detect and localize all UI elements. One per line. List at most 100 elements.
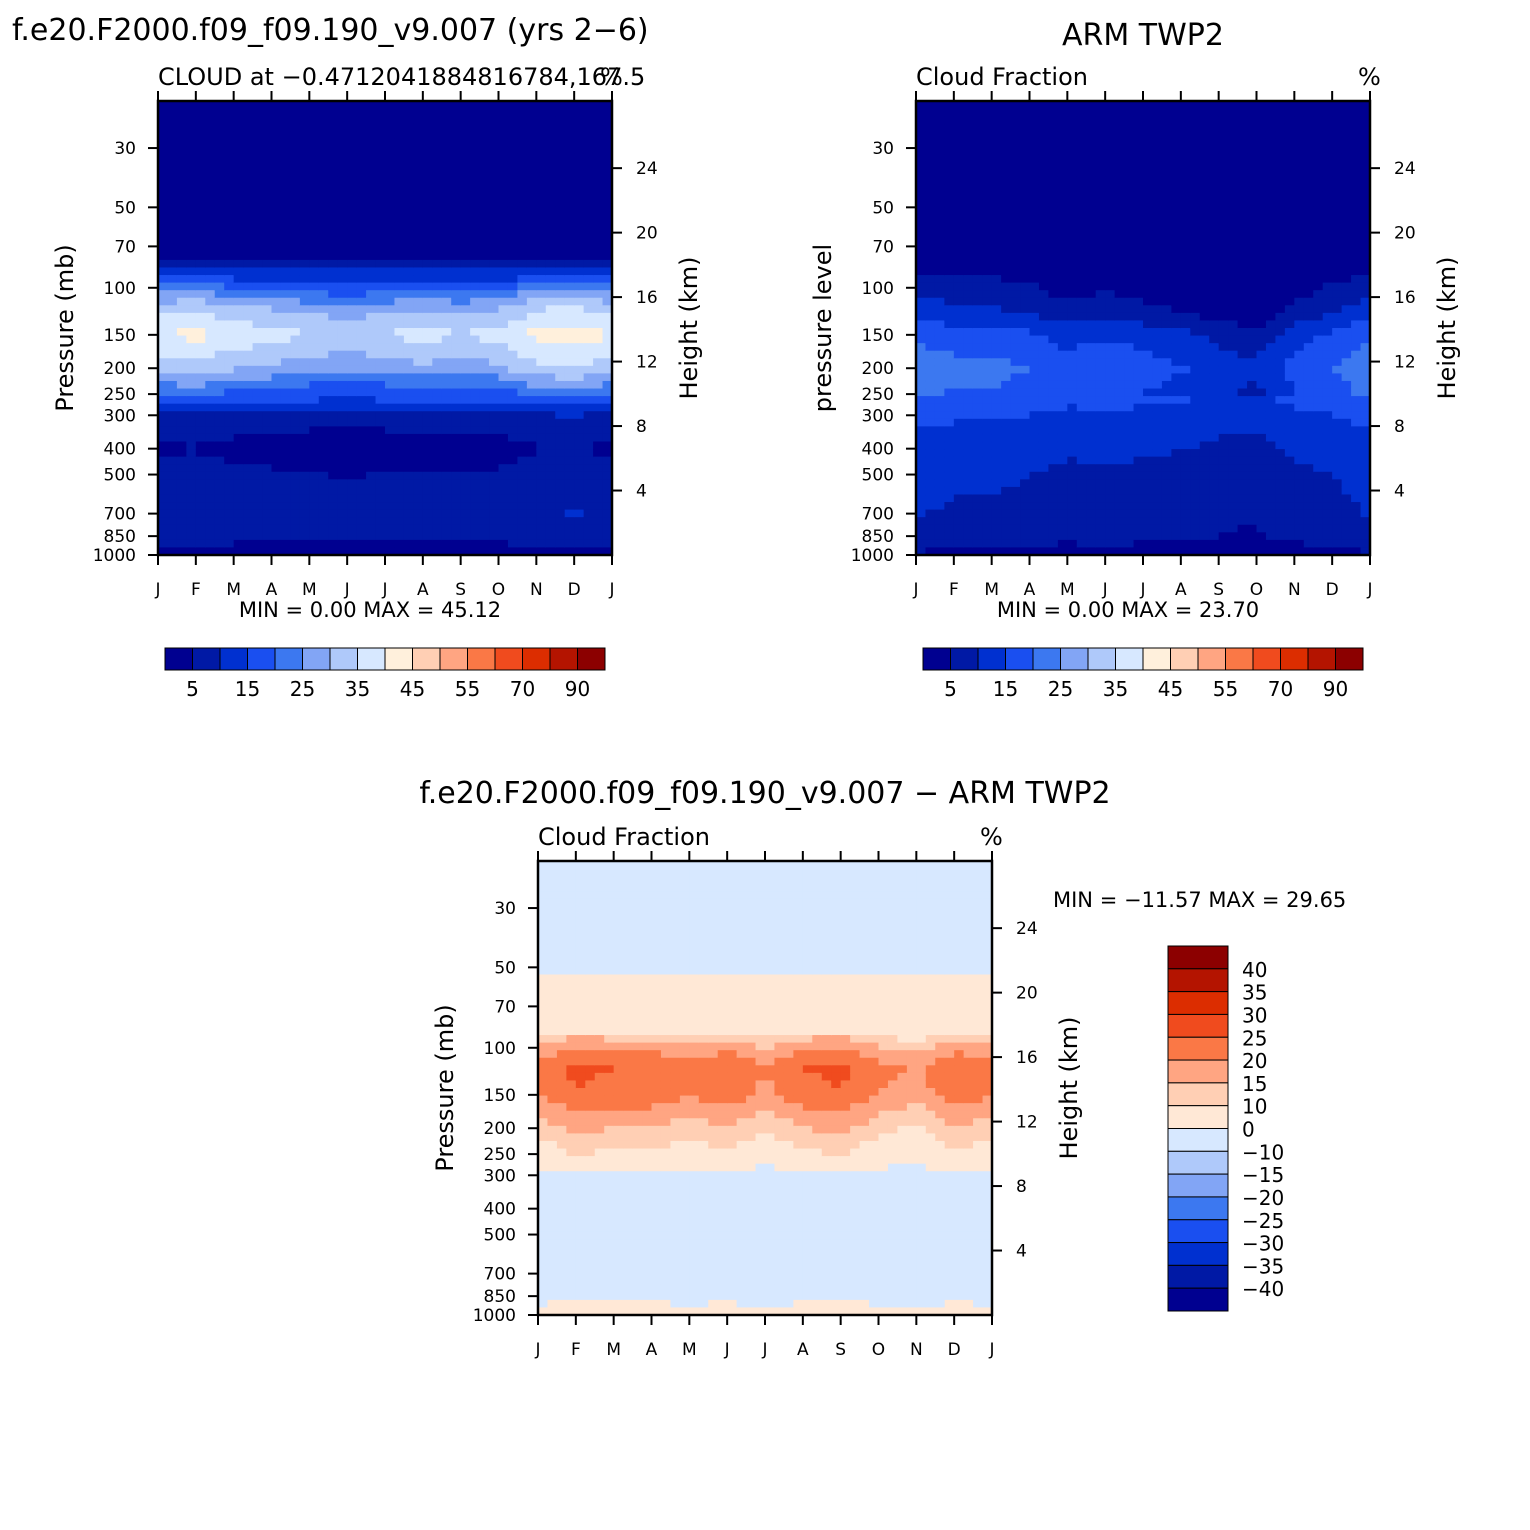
model-field-cell bbox=[347, 214, 358, 223]
obs-field-cell bbox=[1038, 411, 1050, 420]
obs-field-cell bbox=[1067, 343, 1078, 352]
model-field-cell bbox=[593, 547, 604, 556]
obs-field-cell bbox=[953, 184, 964, 193]
obs-field-cell bbox=[953, 365, 964, 374]
model-ytick-label: 500 bbox=[104, 466, 136, 486]
model-field-cell bbox=[470, 267, 481, 276]
model-field-cell bbox=[214, 456, 225, 465]
model-field-cell bbox=[451, 184, 462, 193]
obs-field-cell bbox=[1029, 123, 1040, 132]
model-field-cell bbox=[366, 524, 377, 533]
model-field-cell bbox=[489, 108, 500, 117]
model-field-cell bbox=[517, 449, 528, 458]
model-field-cell bbox=[214, 517, 225, 526]
model-field-cell bbox=[432, 282, 443, 291]
model-field-cell bbox=[233, 297, 244, 306]
model-field-cell bbox=[403, 138, 414, 147]
model-field-cell bbox=[422, 524, 433, 533]
obs-field-cell bbox=[916, 396, 927, 405]
model-field-cell bbox=[526, 486, 537, 496]
obs-field-cell bbox=[1048, 365, 1059, 374]
obs-field-cell bbox=[934, 259, 945, 269]
obs-field-cell bbox=[953, 433, 964, 443]
obs-field-cell bbox=[916, 237, 927, 246]
obs-field-cell bbox=[1180, 275, 1191, 284]
model-field-cell bbox=[422, 101, 433, 110]
model-field-cell bbox=[403, 101, 414, 110]
model-field-cell bbox=[422, 123, 433, 132]
model-field-cell bbox=[347, 282, 358, 291]
model-field-cell bbox=[309, 116, 320, 125]
obs-field-cell bbox=[1038, 471, 1050, 480]
model-field-cell bbox=[337, 358, 348, 367]
obs-field-cell bbox=[963, 441, 974, 450]
obs-field-cell bbox=[1038, 116, 1050, 125]
model-field-cell bbox=[489, 320, 500, 329]
obs-field-cell bbox=[916, 426, 927, 435]
model-field-cell bbox=[460, 509, 471, 518]
obs-field-cell bbox=[1086, 365, 1097, 374]
model-field-cell bbox=[375, 539, 386, 549]
model-field-cell bbox=[195, 305, 206, 314]
model-field-cell bbox=[347, 312, 358, 322]
model-field-cell bbox=[555, 358, 566, 367]
model-field-cell bbox=[545, 524, 556, 533]
obs-field-cell bbox=[1001, 532, 1012, 541]
model-field-cell bbox=[517, 252, 528, 261]
obs-field-cell bbox=[925, 108, 936, 117]
model-field-cell bbox=[432, 494, 443, 503]
obs-field-cell bbox=[1010, 532, 1021, 541]
obs-field-cell bbox=[944, 471, 955, 480]
model-field-cell bbox=[489, 191, 500, 200]
obs-field-cell bbox=[963, 161, 974, 170]
obs-field-cell bbox=[934, 441, 945, 450]
obs-field-cell bbox=[1001, 267, 1012, 276]
obs-field-cell bbox=[953, 101, 964, 110]
obs-field-cell bbox=[1020, 411, 1031, 420]
model-field-cell bbox=[574, 547, 585, 556]
obs-field-cell bbox=[1038, 343, 1050, 352]
model-ytick-label: 30 bbox=[114, 139, 136, 159]
model-field-cell bbox=[602, 479, 613, 488]
obs-field-cell bbox=[1001, 358, 1012, 367]
model-field-cell bbox=[176, 138, 187, 147]
model-field-cell bbox=[394, 358, 405, 367]
model-field-cell bbox=[555, 426, 566, 435]
model-field-cell bbox=[545, 116, 556, 125]
model-field-cell bbox=[385, 335, 396, 344]
obs-field-cell bbox=[925, 199, 936, 208]
obs-field-cell bbox=[1001, 275, 1012, 284]
obs-field-cell bbox=[1048, 449, 1059, 458]
model-field-cell bbox=[167, 199, 178, 208]
obs-field-cell bbox=[1180, 517, 1191, 526]
model-field-cell bbox=[252, 532, 263, 541]
model-field-cell bbox=[574, 161, 585, 170]
model-field-cell bbox=[252, 403, 263, 412]
obs-field-cell bbox=[1199, 411, 1210, 420]
model-field-cell bbox=[243, 411, 254, 420]
model-right-tick-label: 4 bbox=[636, 482, 647, 502]
obs-field-cell bbox=[1105, 138, 1116, 147]
model-field-cell bbox=[441, 373, 452, 382]
model-field-cell bbox=[498, 305, 509, 314]
obs-field-cell bbox=[1095, 380, 1106, 390]
model-field-cell bbox=[403, 275, 414, 284]
obs-field-cell bbox=[1152, 252, 1163, 261]
model-field-cell bbox=[385, 358, 396, 367]
model-field-cell bbox=[337, 176, 348, 185]
model-field-cell bbox=[356, 380, 367, 390]
model-field-cell bbox=[507, 229, 519, 238]
model-field-cell bbox=[479, 176, 490, 185]
model-field-cell bbox=[158, 486, 169, 496]
obs-field-cell bbox=[1228, 214, 1239, 223]
model-field-cell bbox=[536, 131, 547, 140]
model-field-cell bbox=[403, 358, 414, 367]
obs-field-cell bbox=[1086, 388, 1097, 397]
obs-field-cell bbox=[1180, 456, 1191, 465]
model-field-cell bbox=[280, 214, 292, 223]
obs-field-cell bbox=[1199, 403, 1210, 412]
obs-field-cell bbox=[1180, 547, 1191, 556]
obs-field-cell bbox=[934, 433, 945, 443]
obs-field-cell bbox=[1076, 199, 1087, 208]
obs-field-cell bbox=[1190, 138, 1201, 147]
